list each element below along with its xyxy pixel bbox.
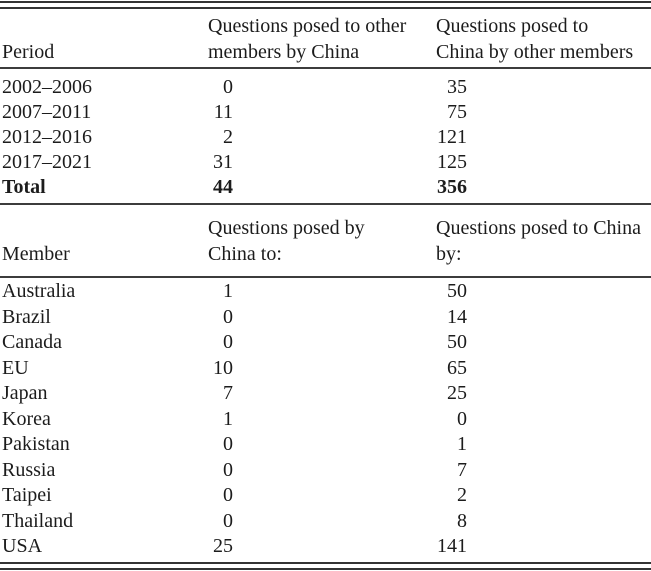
questions-by-china-header-cell: Questions posed to other members by Chin…: [208, 13, 436, 65]
section-divider-rule: [0, 203, 651, 205]
period-cell: 2007–2011: [2, 101, 92, 123]
header-line: Questions posed to: [436, 15, 589, 37]
header-rule: [0, 67, 651, 69]
questions-to-china-cell: 50: [447, 331, 467, 353]
member-table-header: Member Questions posed by China to: Ques…: [0, 205, 651, 276]
questions-by-china-cell: 25: [213, 535, 233, 557]
table-row: 2007–2011 11 75: [0, 100, 651, 125]
questions-by-china-cell: 31: [213, 151, 233, 173]
header-line: Questions posed to China: [436, 217, 641, 239]
questions-to-china-cell: 14: [447, 305, 467, 328]
questions-to-china-cell: 65: [447, 356, 467, 379]
questions-by-china-header-cell: Questions posed by China to:: [208, 215, 436, 267]
questions-by-china-cell: 0: [223, 484, 233, 506]
header-line: by:: [436, 243, 462, 265]
table-row: 2002–2006 0 35: [0, 75, 651, 100]
header-rule: [0, 276, 651, 278]
questions-by-china-cell: 0: [223, 331, 233, 353]
header-line: China to:: [208, 243, 282, 265]
questions-by-china-cell: 0: [223, 76, 233, 98]
member-cell: Canada: [2, 331, 62, 353]
period-cell: 2012–2016: [2, 126, 92, 148]
member-cell: USA: [2, 535, 43, 557]
top-double-rule: [0, 1, 651, 9]
questions-to-china-cell: 7: [457, 458, 467, 481]
member-cell: EU: [2, 356, 29, 379]
questions-by-china-cell: 2: [223, 126, 233, 148]
table-row: Brazil 0 14: [0, 305, 651, 331]
period-table-header: Period Questions posed to other members …: [0, 9, 651, 67]
table-row: EU 10 65: [0, 356, 651, 382]
member-cell: Japan: [2, 382, 48, 404]
questions-by-china-cell: 0: [223, 305, 233, 328]
period-header-cell: Period: [2, 41, 55, 63]
header-line: Questions posed to other: [208, 15, 407, 37]
questions-by-china-cell: 7: [223, 382, 233, 404]
member-table-body: Australia 1 50 Brazil 0 14 Canada 0 50 E…: [0, 278, 651, 562]
questions-by-china-cell: 10: [213, 356, 233, 379]
questions-by-china-cell: 1: [223, 407, 233, 430]
questions-to-china-cell: 2: [457, 484, 467, 506]
member-cell: Taipei: [2, 484, 52, 506]
header-line: China by other members: [436, 41, 634, 63]
table-row: Taipei 0 2: [0, 483, 651, 509]
questions-to-china-cell: 25: [447, 382, 467, 404]
member-cell: Pakistan: [2, 433, 70, 455]
questions-by-china-cell: 0: [223, 509, 233, 532]
member-cell: Australia: [2, 280, 76, 302]
period-cell: 2002–2006: [2, 76, 92, 98]
table-row: Japan 7 25: [0, 381, 651, 407]
table-row: Korea 1 0: [0, 407, 651, 433]
questions-to-china-total-cell: 356: [437, 176, 467, 198]
total-row: Total 44 356: [0, 175, 651, 200]
questions-to-china-cell: 75: [447, 101, 467, 123]
questions-to-china-cell: 8: [457, 509, 467, 532]
questions-by-china-cell: 0: [223, 458, 233, 481]
table-row: 2017–2021 31 125: [0, 150, 651, 175]
period-table-body: 2002–2006 0 35 2007–2011 11 75 2012–2016…: [0, 69, 651, 203]
questions-to-china-header-cell: Questions posed to China by other member…: [436, 13, 651, 65]
member-cell: Brazil: [2, 305, 51, 328]
questions-by-china-total-cell: 44: [213, 176, 233, 198]
questions-to-china-cell: 125: [437, 151, 467, 173]
table-row: 2012–2016 2 121: [0, 125, 651, 150]
member-cell: Thailand: [2, 509, 74, 532]
questions-to-china-cell: 141: [437, 535, 467, 557]
header-line: members by China: [208, 41, 360, 63]
member-cell: Korea: [2, 407, 51, 430]
bottom-double-rule: [0, 561, 651, 570]
table-row: Russia 0 7: [0, 458, 651, 484]
total-label-cell: Total: [2, 176, 46, 198]
questions-to-china-header-cell: Questions posed to China by:: [436, 215, 651, 267]
questions-to-china-cell: 1: [457, 433, 467, 455]
member-header-cell: Member: [2, 243, 70, 265]
questions-by-china-cell: 0: [223, 433, 233, 455]
questions-to-china-cell: 0: [457, 407, 467, 430]
table-row: USA 25 141: [0, 534, 651, 560]
table-row: Australia 1 50: [0, 279, 651, 305]
questions-to-china-cell: 50: [447, 280, 467, 302]
questions-to-china-cell: 35: [447, 76, 467, 98]
table-row: Pakistan 0 1: [0, 432, 651, 458]
questions-by-china-cell: 11: [213, 101, 233, 123]
header-line: Questions posed by: [208, 217, 365, 239]
questions-by-china-cell: 1: [223, 280, 233, 302]
questions-to-china-cell: 121: [437, 126, 467, 148]
table-row: Thailand 0 8: [0, 509, 651, 535]
table-row: Canada 0 50: [0, 330, 651, 356]
member-cell: Russia: [2, 458, 56, 481]
period-cell: 2017–2021: [2, 151, 92, 173]
